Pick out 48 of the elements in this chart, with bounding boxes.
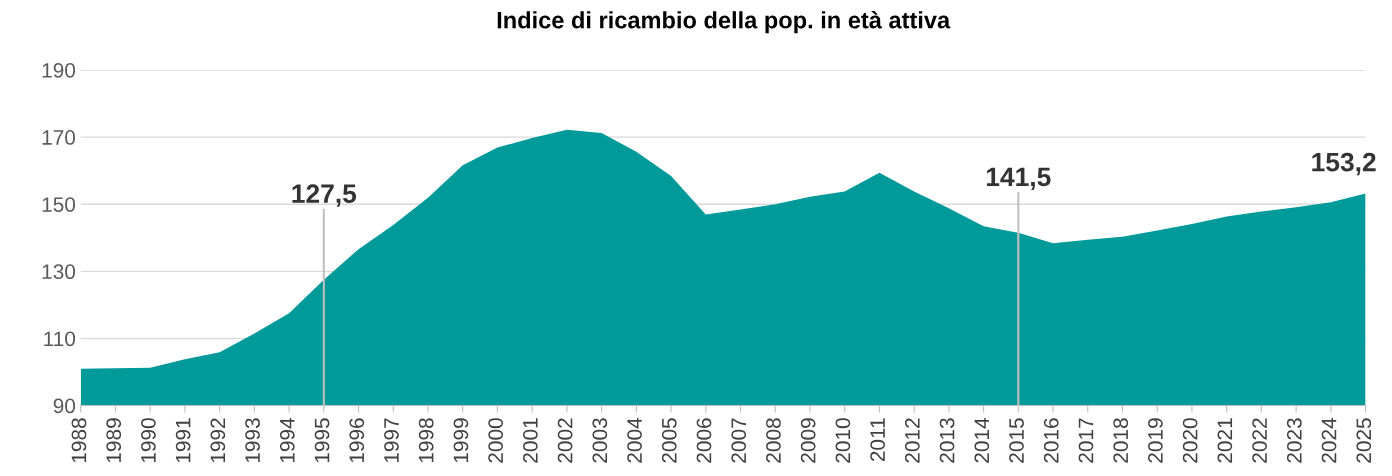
x-tick-label: 2021 (1217, 418, 1233, 463)
x-tick-label: 1992 (210, 418, 226, 463)
x-tick-label: 2009 (800, 418, 816, 463)
y-tick-label: 110 (44, 331, 76, 347)
data-label: 141,5 (986, 167, 1051, 191)
y-tick-label: 130 (42, 264, 76, 280)
y-tick-label: 170 (42, 130, 76, 145)
x-tick-label: 1989 (106, 418, 122, 463)
x-tick-label: 2005 (661, 418, 677, 463)
x-tick-label: 1997 (384, 418, 399, 463)
x-tick-label: 2000 (488, 418, 504, 463)
x-tick-label: 2015 (1009, 418, 1024, 463)
x-tick-label: 2013 (939, 418, 955, 463)
x-tick-label: 2007 (731, 418, 747, 463)
x-tick-label: 1993 (245, 418, 260, 463)
x-tick-label: 2016 (1043, 418, 1059, 463)
chart-title: Indice di ricambio della pop. in età attiva (497, 10, 951, 34)
x-tick-label: 2023 (1286, 418, 1302, 463)
x-tick-label: 1994 (279, 417, 295, 463)
x-tick-label: 1990 (141, 418, 156, 463)
x-tick-label: 2017 (1078, 418, 1094, 463)
y-tick-label: 150 (42, 197, 76, 212)
x-tick-label: 2020 (1182, 418, 1198, 463)
x-tick-label: 2022 (1252, 418, 1267, 463)
x-tick-label: 2004 (627, 417, 642, 463)
x-tick-label: 2001 (523, 418, 538, 463)
x-tick-label: 2003 (592, 418, 608, 463)
x-tick-label: 1995 (314, 418, 330, 463)
x-tick-label: 1991 (175, 418, 191, 463)
x-tick-label: 2019 (1148, 418, 1163, 463)
x-tick-label: 1996 (349, 418, 365, 463)
data-label: 127,5 (292, 184, 357, 207)
x-tick-label: 2012 (904, 418, 920, 463)
x-tick-label: 2024 (1321, 417, 1337, 463)
x-tick-label: 2008 (766, 418, 781, 463)
x-tick-label: 2002 (557, 418, 573, 463)
x-tick-label: 2025 (1356, 418, 1372, 463)
x-tick-label: 2018 (1113, 418, 1129, 463)
data-label: 153,2 (1312, 152, 1376, 176)
x-tick-label: 2014 (974, 417, 990, 463)
x-tick-label: 2011 (870, 418, 885, 462)
y-tick-label: 190 (42, 62, 76, 78)
x-tick-label: 1999 (453, 418, 469, 463)
x-tick-label: 2006 (696, 418, 712, 463)
x-tick-label: 1998 (418, 418, 434, 463)
x-tick-label: 2010 (835, 418, 851, 463)
x-tick-label: 1988 (71, 418, 87, 463)
y-tick-label: 90 (53, 398, 76, 414)
